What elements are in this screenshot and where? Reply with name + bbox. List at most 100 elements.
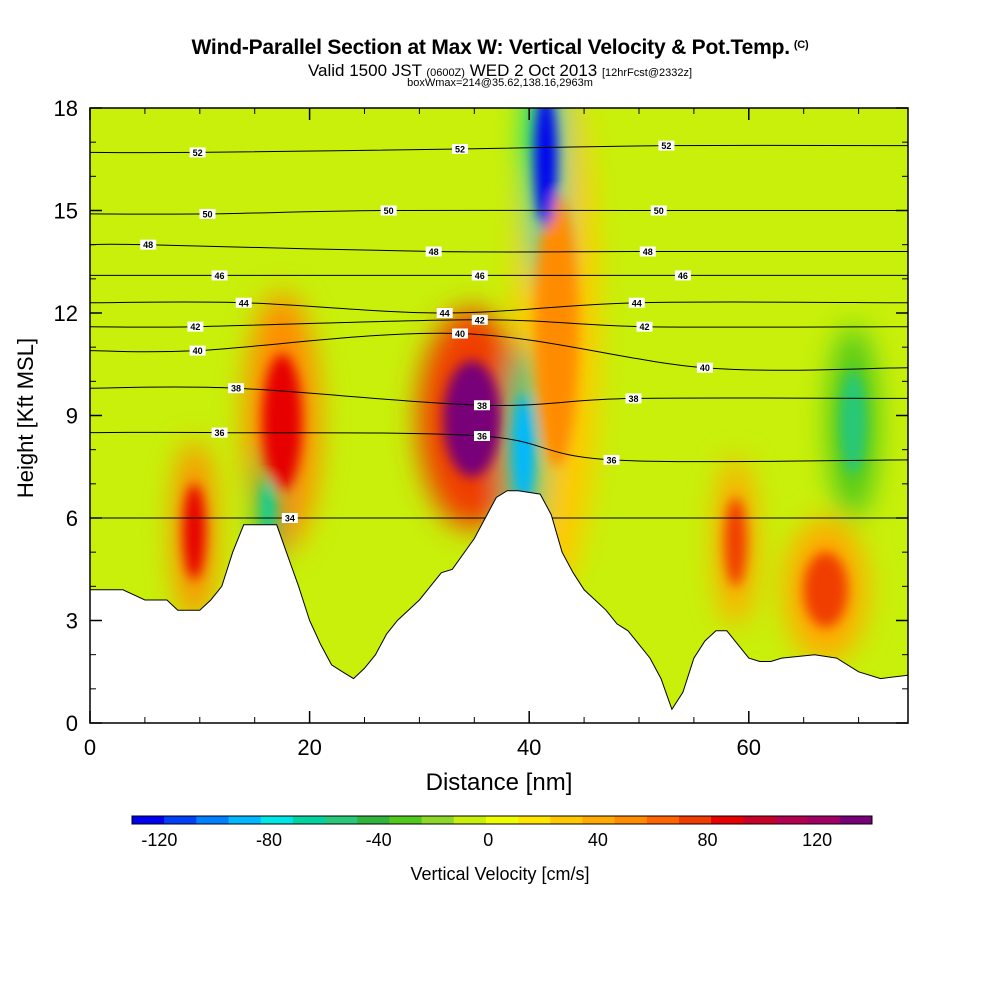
chart-title: Wind-Parallel Section at Max W: Vertical… — [0, 36, 1000, 60]
contour-label: 40 — [452, 328, 469, 339]
valid-utc: (0600Z) — [426, 67, 465, 79]
velocity-cell — [839, 371, 867, 474]
svg-text:48: 48 — [643, 247, 653, 257]
contour-label: 40 — [189, 345, 206, 356]
svg-text:46: 46 — [215, 271, 225, 281]
colorbar-swatch — [550, 816, 583, 824]
svg-text:36: 36 — [607, 455, 617, 465]
contour-labels: 34 36 36 36 38 38 38 40 40 40 42 42 42 44 44 44 46 46 46 48… — [140, 140, 713, 524]
colorbar-swatch — [807, 816, 841, 824]
contour-label: 42 — [636, 321, 653, 332]
contour-label: 44 — [436, 308, 453, 319]
plot-area: 34 36 36 36 38 38 38 40 40 40 42 42 42 44 44 44 46 46 46 48… — [90, 108, 908, 723]
contour-label: 52 — [452, 144, 469, 155]
contour-label: 48 — [639, 246, 656, 257]
svg-text:52: 52 — [455, 145, 465, 155]
velocity-cell — [183, 483, 206, 580]
colorbar-tick-label: -120 — [141, 830, 177, 850]
svg-text:36: 36 — [215, 428, 225, 438]
contour-label: 52 — [189, 147, 206, 158]
svg-text:50: 50 — [202, 209, 212, 219]
colorbar-swatch — [582, 816, 616, 824]
contour-label: 42 — [471, 314, 488, 325]
contour-label: 40 — [696, 362, 713, 373]
colorbar-swatch — [421, 816, 455, 824]
colorbar-swatch — [164, 816, 197, 824]
x-tick-label: 60 — [737, 735, 761, 760]
svg-text:42: 42 — [639, 322, 649, 332]
colorbar-swatch — [711, 816, 744, 824]
x-tick-label: 40 — [517, 735, 541, 760]
contour-label: 38 — [625, 393, 642, 404]
contour-label: 48 — [425, 246, 442, 257]
colorbar-swatch — [614, 816, 648, 824]
valid-time: Valid 1500 JST — [307, 61, 422, 80]
colorbar-tick-label: -40 — [366, 830, 392, 850]
svg-text:46: 46 — [678, 271, 688, 281]
y-tick-label: 3 — [66, 609, 78, 634]
colorbar-frame — [131, 815, 873, 825]
contour-label: 48 — [140, 239, 157, 250]
colorbar-label: Vertical Velocity [cm/s] — [410, 864, 589, 884]
velocity-cell — [262, 354, 302, 491]
svg-text:48: 48 — [429, 247, 439, 257]
velocity-cell — [261, 477, 275, 539]
y-tick-label: 9 — [66, 404, 78, 429]
copyright-mark: (C) — [793, 39, 809, 51]
svg-text:36: 36 — [477, 432, 487, 442]
velocity-cell — [803, 552, 848, 628]
y-tick-label: 18 — [54, 96, 78, 121]
colorbar-swatch — [453, 816, 487, 824]
colorbar-swatch — [646, 816, 680, 824]
y-tick-label: 12 — [54, 301, 78, 326]
colorbar-swatch — [357, 816, 390, 824]
svg-text:52: 52 — [661, 141, 671, 151]
velocity-cell — [512, 395, 535, 505]
forecast-info: [12hrFcst@2332z] — [601, 67, 693, 79]
velocity-cell — [534, 193, 579, 467]
colorbar-tick-label: 120 — [802, 830, 832, 850]
contour-label: 42 — [187, 321, 204, 332]
colorbar-swatch — [325, 816, 358, 824]
theta-contour-50 — [90, 209, 908, 215]
chart-title-text: Wind-Parallel Section at Max W: Vertical… — [191, 36, 791, 59]
colorbar: -120 -80 -40 0 40 80 120 — [131, 815, 873, 850]
contour-label: 52 — [658, 140, 675, 151]
svg-text:48: 48 — [143, 240, 153, 250]
y-axis-label: Height [Kft MSL] — [13, 338, 38, 498]
svg-text:38: 38 — [477, 401, 487, 411]
theta-contour-40 — [90, 332, 908, 371]
svg-text:46: 46 — [475, 271, 485, 281]
x-tick-label: 0 — [84, 735, 96, 760]
y-tick-label: 15 — [54, 199, 78, 224]
terrain — [90, 490, 908, 723]
svg-text:40: 40 — [455, 329, 465, 339]
contour-label: 46 — [211, 270, 228, 281]
colorbar-swatch — [260, 816, 294, 824]
contour-label: 38 — [473, 400, 490, 411]
svg-text:38: 38 — [628, 394, 638, 404]
contour-label: 44 — [235, 297, 252, 308]
colorbar-tick-label: 0 — [483, 830, 493, 850]
colorbar-swatch — [132, 816, 165, 824]
colorbar-swatch — [228, 816, 262, 824]
svg-text:44: 44 — [632, 298, 642, 308]
svg-text:44: 44 — [239, 298, 249, 308]
contour-label: 36 — [211, 427, 228, 438]
colorbar-swatch — [775, 816, 809, 824]
velocity-cell — [724, 497, 747, 587]
contour-label: 50 — [199, 208, 216, 219]
colorbar-swatch — [389, 816, 423, 824]
velocity-cell — [534, 108, 557, 228]
colorbar-swatch — [518, 816, 551, 824]
svg-text:34: 34 — [285, 514, 295, 524]
colorbar-swatch — [292, 816, 326, 824]
svg-text:44: 44 — [440, 309, 450, 319]
svg-text:52: 52 — [193, 148, 203, 158]
velocity-cell — [443, 360, 501, 477]
colorbar-swatch — [196, 816, 230, 824]
valid-date: WED 2 Oct 2013 — [469, 61, 598, 80]
contour-label: 36 — [603, 454, 620, 465]
